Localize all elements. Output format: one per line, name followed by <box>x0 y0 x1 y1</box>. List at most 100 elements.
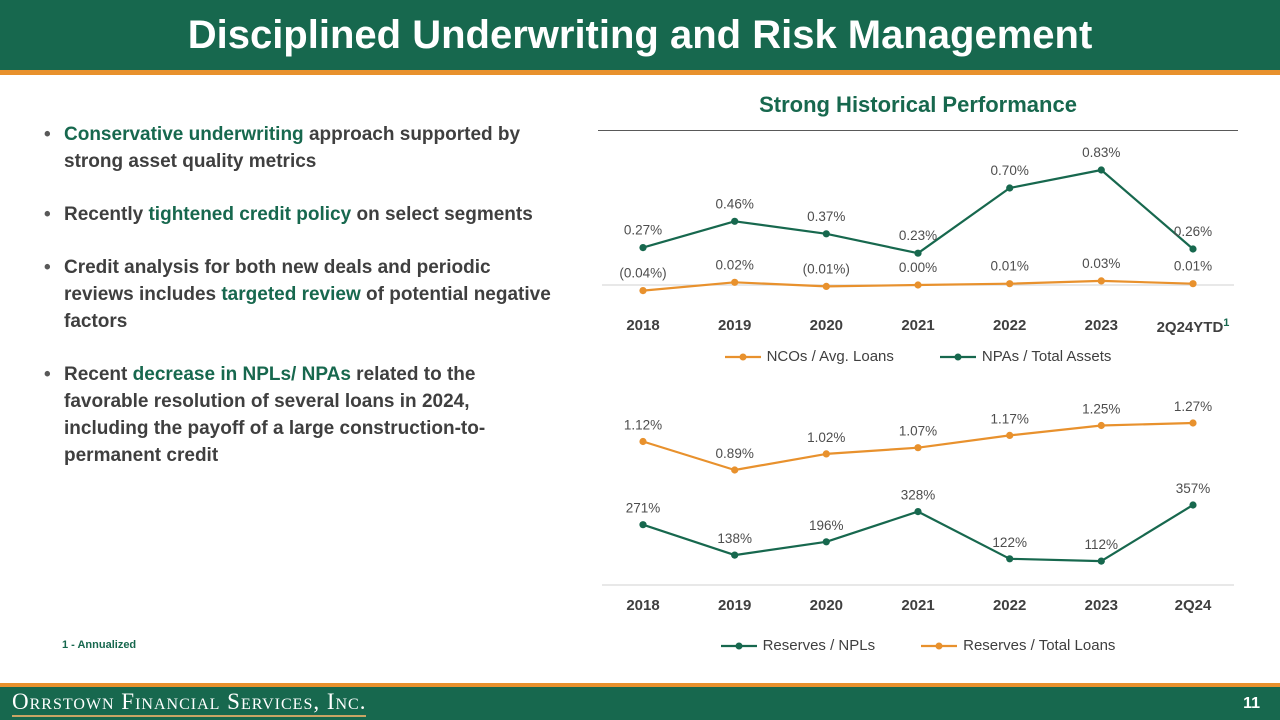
data-label: 0.46% <box>716 196 754 211</box>
bullet-list: Conservative underwriting approach suppo… <box>42 122 557 496</box>
data-label: 196% <box>809 518 844 533</box>
x-axis-label: 2018 <box>626 317 660 334</box>
data-point-marker <box>822 538 830 546</box>
x-axis-label: 2022 <box>992 317 1027 334</box>
data-point-marker <box>1097 557 1105 565</box>
data-label: 0.89% <box>716 446 754 461</box>
bullet-text: Recent <box>64 363 133 385</box>
x-axis-label: 2022 <box>992 597 1027 614</box>
bullet-highlight-text: targeted review <box>221 283 361 305</box>
footnote-marker: 1 <box>1223 317 1230 329</box>
data-label: (0.04%) <box>619 266 666 281</box>
data-point-marker <box>731 551 739 559</box>
legend-item: NCOs / Avg. Loans <box>724 348 894 365</box>
legend-marker-icon <box>921 642 958 649</box>
data-point-marker <box>1006 555 1014 563</box>
data-point-marker <box>914 508 922 516</box>
data-point-marker <box>639 437 647 446</box>
data-point-marker <box>639 521 647 529</box>
x-axis-label: 2021 <box>901 597 935 614</box>
chart1-legend: NCOs / Avg. Loans NPAs / Total Assets <box>598 348 1238 365</box>
data-label: 0.01% <box>991 259 1029 274</box>
slide-header: Disciplined Underwriting and Risk Manage… <box>0 0 1280 70</box>
bullet-text: Credit analysis for both new deals and p… <box>64 256 491 305</box>
x-axis-label: 2023 <box>1084 597 1119 614</box>
data-label: (0.01%) <box>803 261 850 276</box>
data-point-marker <box>822 282 830 290</box>
data-label: 122% <box>992 535 1027 550</box>
legend-item: Reserves / NPLs <box>720 637 876 654</box>
data-point-marker <box>1097 421 1105 430</box>
data-label: 0.02% <box>716 257 754 272</box>
data-point-marker <box>731 278 739 286</box>
x-axis-label: 2023 <box>1084 317 1119 334</box>
chart2-legend: Reserves / NPLs Reserves / Total Loans <box>598 637 1238 654</box>
data-point-marker <box>914 281 922 289</box>
footnote-annualized: 1 - Annualized <box>62 639 137 651</box>
legend-marker-icon <box>720 642 757 649</box>
data-point-marker <box>731 217 739 225</box>
data-label: 138% <box>717 531 752 546</box>
data-label: 0.00% <box>899 260 937 275</box>
bullet-text: on select segments <box>351 203 533 225</box>
data-point-marker <box>914 249 922 257</box>
data-label: 1.17% <box>991 411 1029 426</box>
data-point-marker <box>1097 277 1105 285</box>
data-label: 357% <box>1176 481 1211 496</box>
data-point-marker <box>914 444 922 452</box>
header-accent-bar <box>0 70 1280 75</box>
reserves-line-chart: 271% 138% 196% 328% 122% 112% 357% 1.12% 0.89% 1.… <box>602 399 1234 586</box>
data-label: 0.03% <box>1082 256 1120 271</box>
bullet-highlight-text: tightened credit policy <box>148 203 352 225</box>
x-axis-label: 2019 <box>717 597 752 614</box>
chart-section: Strong Historical Performance (0.04%) 0.0… <box>598 92 1238 677</box>
data-point-marker <box>1097 166 1105 174</box>
x-axis-label: 2019 <box>717 317 752 334</box>
data-point-marker <box>731 466 739 474</box>
data-point-marker <box>822 450 830 458</box>
data-label: 0.23% <box>899 228 937 243</box>
legend-item: NPAs / Total Assets <box>939 348 1112 365</box>
asset-quality-line-chart: (0.04%) 0.02% (0.01%) 0.00% 0.01% 0.03% 0.01% 0… <box>602 145 1234 295</box>
data-label: 1.12% <box>624 418 662 433</box>
data-point-marker <box>1006 184 1014 192</box>
legend-label: Reserves / NPLs <box>762 637 876 654</box>
chart1-x-axis: 2018 2019 2020 2021 2022 2023 2Q24YTD1 <box>598 317 1238 337</box>
x-axis-label: 2018 <box>626 597 660 614</box>
company-logo: Orrstown Financial Services, Inc. <box>12 689 367 718</box>
bullet-item: Conservative underwriting approach suppo… <box>42 122 557 176</box>
x-axis-label: 2020 <box>809 597 844 614</box>
data-point-marker <box>1006 280 1014 288</box>
slide-footer: Orrstown Financial Services, Inc. 11 <box>0 683 1280 720</box>
bullet-text: of potential negative factors <box>64 283 551 332</box>
data-label: 0.83% <box>1082 145 1120 160</box>
data-point-marker <box>1189 501 1197 509</box>
data-label: 0.70% <box>991 163 1029 178</box>
bullet-text: Recently <box>64 203 149 225</box>
bullet-item: Recent decrease in NPLs/ NPAs related to… <box>42 362 557 470</box>
legend-label: NCOs / Avg. Loans <box>766 348 894 365</box>
legend-marker-icon <box>724 353 761 360</box>
legend-label: Reserves / Total Loans <box>963 637 1116 654</box>
x-axis-label: 2020 <box>809 317 844 334</box>
bullet-text: related to the favorable resolution of s… <box>64 363 486 466</box>
data-point-marker <box>1189 419 1197 427</box>
data-label: 1.02% <box>807 430 845 445</box>
chart-section-title: Strong Historical Performance <box>759 92 1077 117</box>
data-label: 328% <box>901 488 936 503</box>
page-number: 11 <box>1243 694 1260 712</box>
data-label: 0.27% <box>624 223 662 238</box>
bullet-item: Recently tightened credit policy on sele… <box>42 202 557 229</box>
bullet-text: approach supported by strong asset quali… <box>64 124 521 172</box>
bullet-highlight-text: Conservative underwriting <box>64 124 304 145</box>
legend-marker-icon <box>939 353 976 360</box>
data-label: 1.27% <box>1174 399 1212 414</box>
x-axis-label: 2Q24 <box>1174 597 1212 614</box>
chart2-x-axis: 2018 2019 2020 2021 2022 2023 2Q24 <box>598 597 1238 617</box>
x-axis-label: 2Q24YTD1 <box>1156 317 1230 336</box>
data-point-marker <box>639 244 647 252</box>
legend-label: NPAs / Total Assets <box>981 348 1112 365</box>
data-point-marker <box>1189 280 1197 288</box>
slide-title: Disciplined Underwriting and Risk Manage… <box>187 12 1093 57</box>
data-label: 1.07% <box>899 424 937 439</box>
